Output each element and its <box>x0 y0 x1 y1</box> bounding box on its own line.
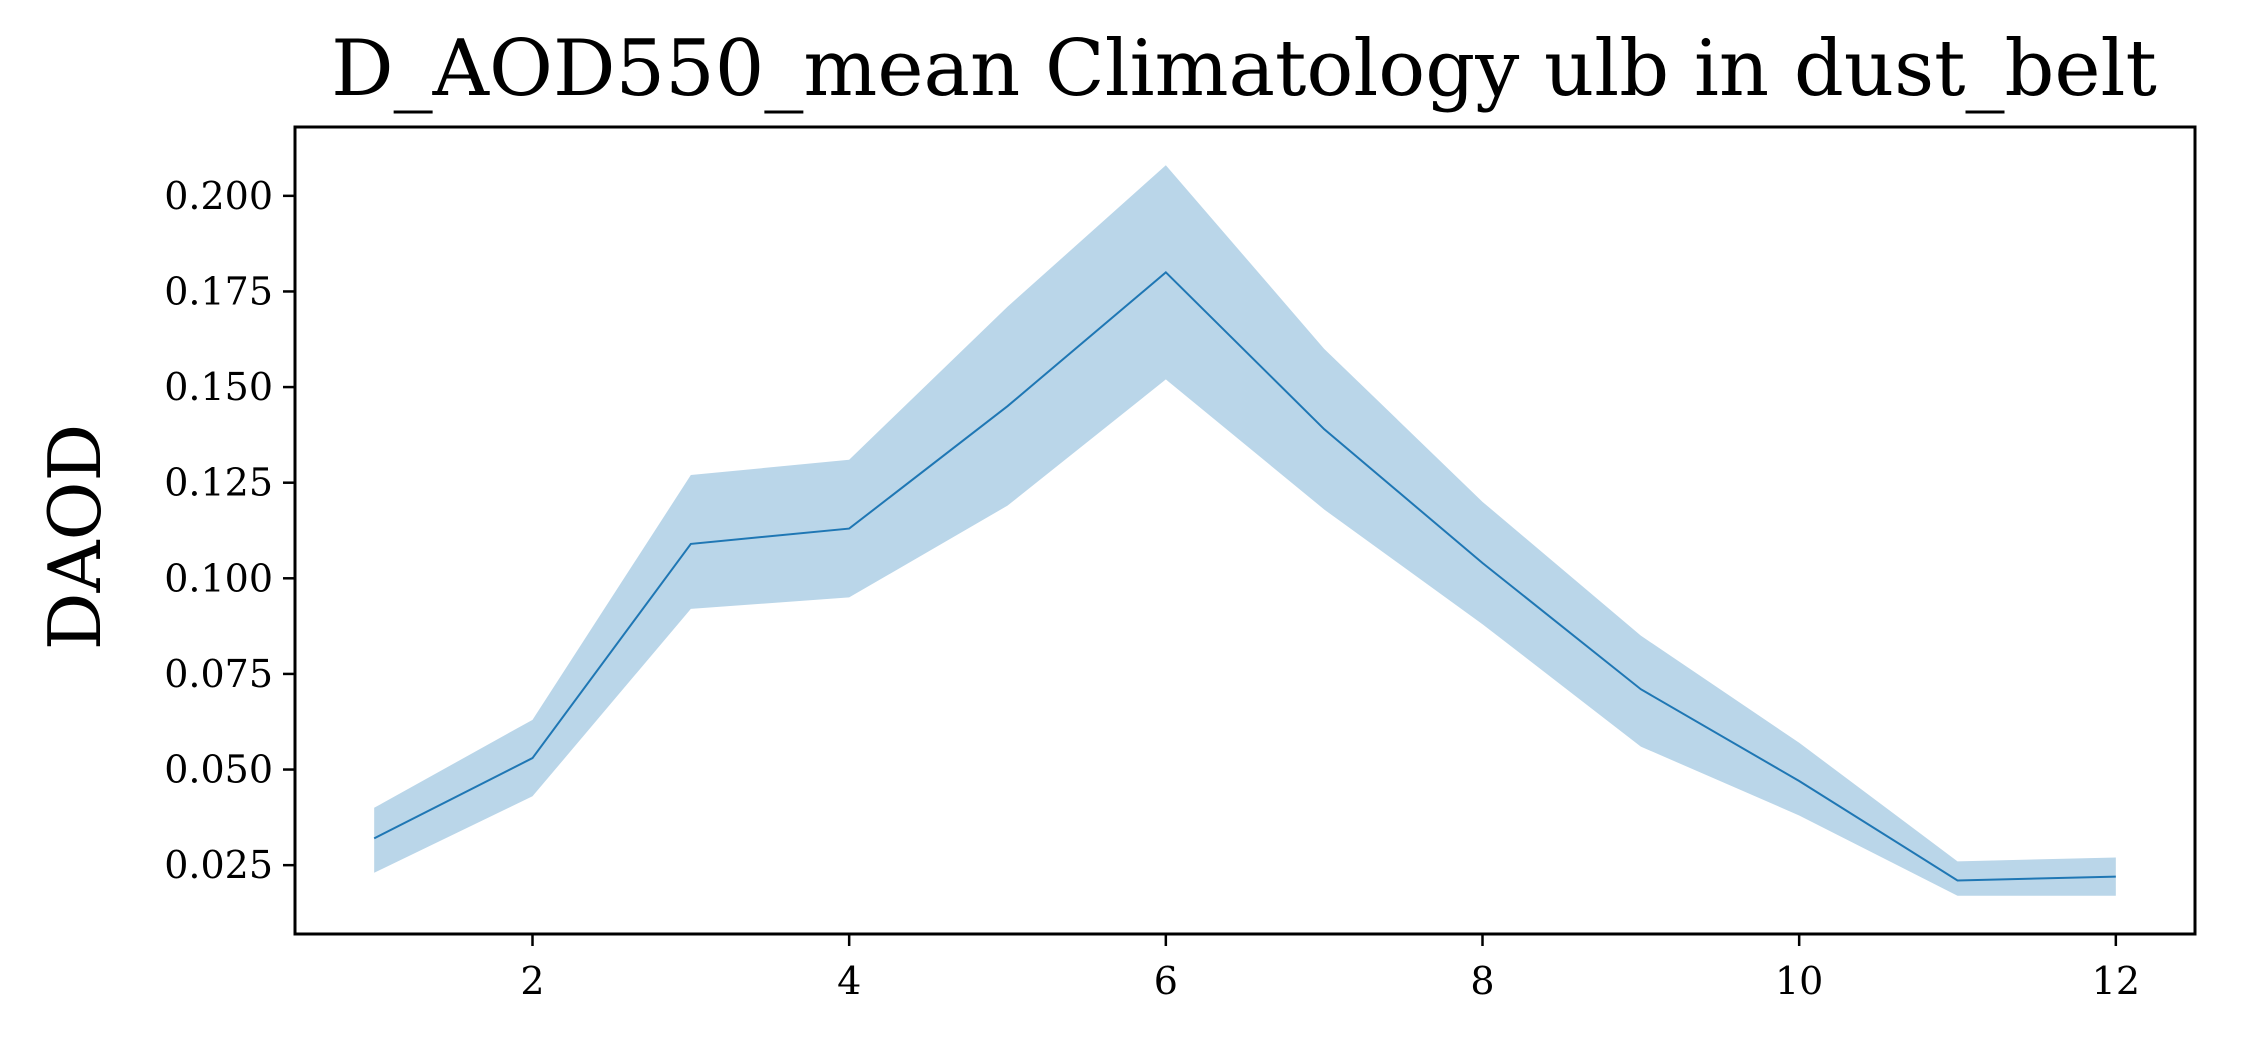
x-tick-label: 6 <box>1154 959 1178 1003</box>
x-tick-label: 2 <box>520 959 544 1003</box>
data-point <box>2115 876 2117 878</box>
y-tick-label: 0.050 <box>164 748 273 792</box>
data-point <box>690 543 692 545</box>
y-tick-label: 0.175 <box>164 269 273 313</box>
data-point <box>1640 688 1642 690</box>
y-tick-label: 0.150 <box>164 365 273 409</box>
x-tick-label: 4 <box>837 959 861 1003</box>
y-axis-ticks: 0.025 0.050 0.075 0.100 0.125 0.150 0.175 0.200 <box>164 174 295 887</box>
plot-frame <box>293 125 2197 936</box>
data-point <box>1957 879 1959 881</box>
y-axis-label: DAOD <box>33 424 117 650</box>
y-tick-label: 0.125 <box>164 461 273 505</box>
data-point <box>1798 780 1800 782</box>
chart-title: D_AOD550_mean Climatology ulb in dust_be… <box>331 24 2157 114</box>
y-tick-label: 0.100 <box>164 556 273 600</box>
data-point <box>848 528 850 530</box>
data-point <box>1482 562 1484 564</box>
x-tick-label: 8 <box>1470 959 1494 1003</box>
data-point <box>532 757 534 759</box>
data-point <box>373 837 375 839</box>
y-tick-label: 0.025 <box>164 843 273 887</box>
y-tick-label: 0.200 <box>164 174 273 218</box>
mean-line <box>373 270 2116 882</box>
y-tick-label: 0.075 <box>164 652 273 696</box>
x-tick-label: 12 <box>2092 959 2140 1003</box>
mean-line-layer <box>373 270 2117 882</box>
x-axis-ticks: 2 4 6 8 10 12 <box>520 934 2140 1003</box>
data-point <box>1323 428 1325 430</box>
x-tick-label: 10 <box>1775 959 1823 1003</box>
data-point <box>1007 405 1009 407</box>
data-point <box>1165 271 1167 273</box>
